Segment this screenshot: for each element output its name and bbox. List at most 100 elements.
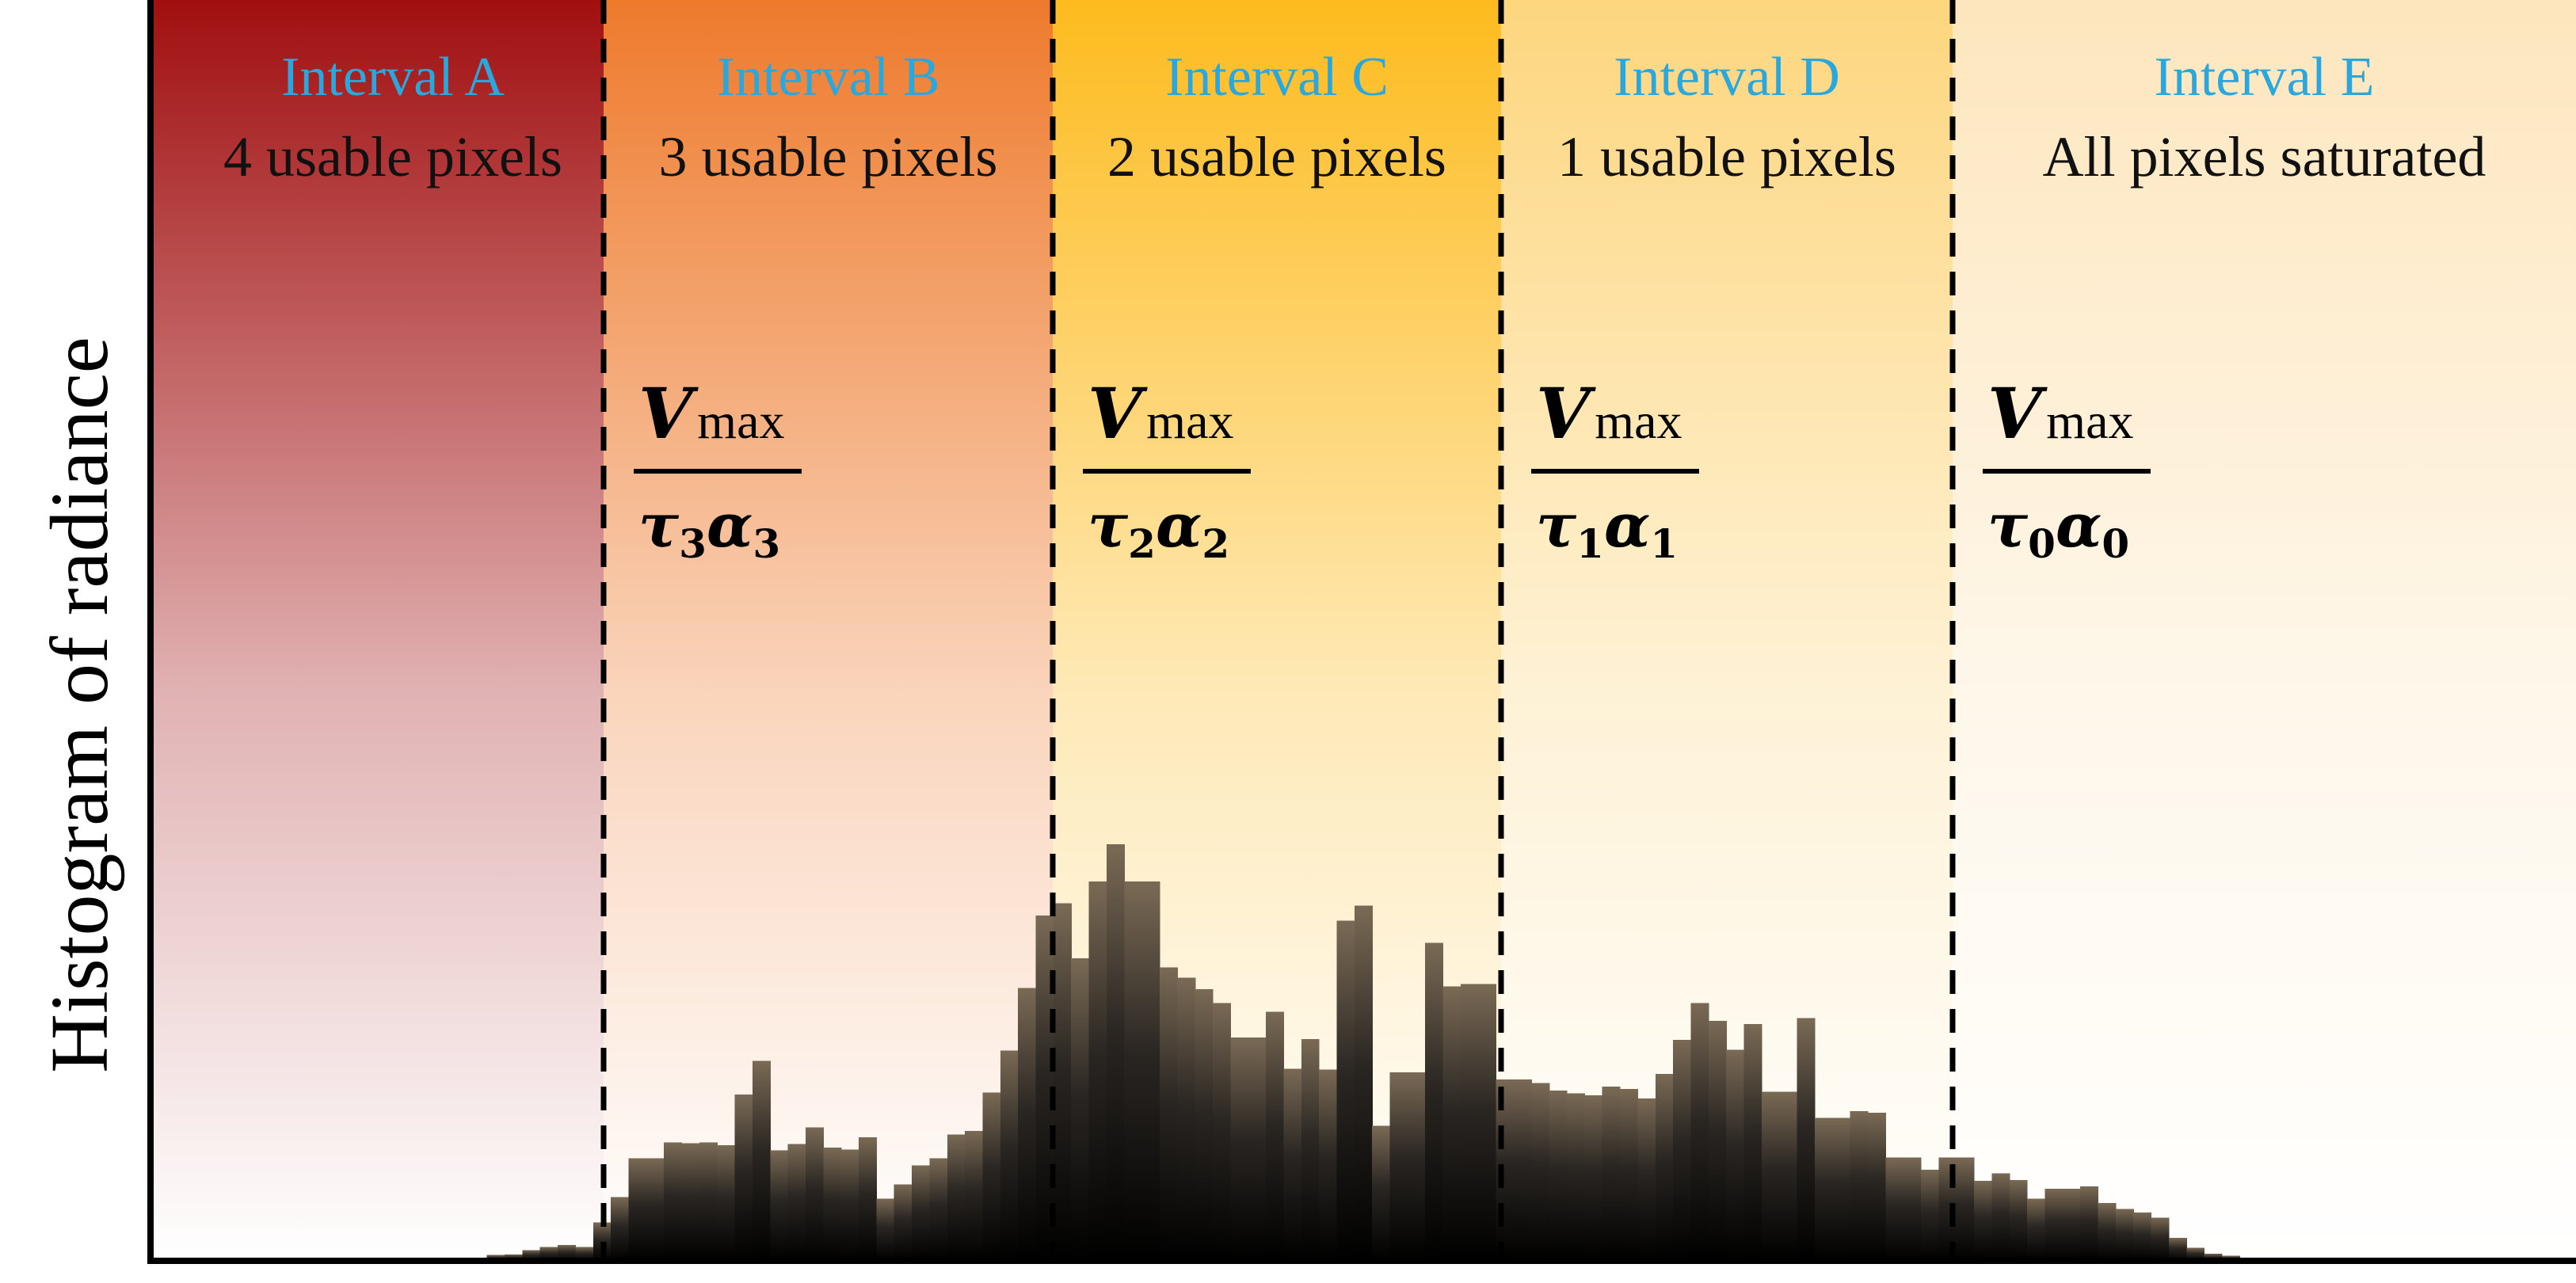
histogram-bar bbox=[1088, 881, 1107, 1261]
interval-bands bbox=[151, 0, 2576, 1261]
histogram-bar bbox=[1726, 1049, 1745, 1261]
interval-title: Interval B bbox=[717, 47, 940, 108]
interval-subtitle: 2 usable pixels bbox=[1107, 125, 1446, 188]
histogram-bar bbox=[859, 1137, 877, 1261]
histogram-bar bbox=[1372, 1125, 1391, 1261]
fraction-numerator: Vmax bbox=[1536, 372, 1682, 455]
histogram-bar bbox=[1655, 1073, 1674, 1261]
histogram-bar bbox=[1903, 1157, 1922, 1261]
threshold-fraction: Vmax τ2α2 bbox=[1083, 372, 1251, 567]
histogram-bar bbox=[982, 1092, 1001, 1261]
histogram-bar bbox=[787, 1144, 806, 1261]
fraction-denominator: τ0α0 bbox=[1987, 490, 2129, 567]
histogram-bar bbox=[1478, 984, 1497, 1261]
histogram-bar bbox=[1301, 1039, 1320, 1261]
histogram-bar bbox=[2098, 1203, 2117, 1261]
interval-labels: Interval A 4 usable pixels Interval B 3 usa… bbox=[223, 47, 2486, 188]
histogram-bar bbox=[1956, 1157, 1975, 1261]
histogram-bar bbox=[947, 1134, 966, 1261]
fraction-numerator: Vmax bbox=[1987, 372, 2133, 455]
histogram-bar bbox=[1602, 1087, 1621, 1261]
histogram-bar bbox=[1531, 1083, 1550, 1261]
histogram-bar bbox=[1708, 1021, 1727, 1261]
histogram-bar bbox=[1248, 1037, 1267, 1261]
histogram-bar bbox=[1513, 1079, 1532, 1261]
histogram-bar bbox=[1460, 984, 1479, 1261]
fraction-denominator: τ1α1 bbox=[1536, 490, 1678, 567]
interval-subtitle: 4 usable pixels bbox=[223, 125, 562, 188]
histogram-bar bbox=[1159, 967, 1178, 1261]
histogram-bars bbox=[398, 843, 2576, 1261]
threshold-fraction: Vmax τ3α3 bbox=[634, 372, 802, 567]
histogram-bar bbox=[2204, 1253, 2223, 1261]
histogram-bar bbox=[912, 1165, 930, 1261]
histogram-bar bbox=[1266, 1011, 1284, 1261]
histogram-bar bbox=[770, 1150, 789, 1261]
histogram-bar bbox=[1620, 1088, 1638, 1261]
histogram-bar bbox=[876, 1198, 895, 1261]
axes bbox=[147, 0, 2576, 1264]
histogram-bar bbox=[2062, 1188, 2081, 1261]
histogram-bar bbox=[1195, 989, 1214, 1261]
histogram-bar bbox=[1141, 881, 1160, 1261]
histogram-bar bbox=[1389, 1072, 1408, 1261]
histogram-bar bbox=[2115, 1209, 2134, 1261]
histogram-bar bbox=[1921, 1170, 1939, 1261]
histogram-bar bbox=[1867, 1113, 1886, 1261]
histogram-bar bbox=[2009, 1179, 2028, 1261]
interval-band-b bbox=[604, 0, 1053, 1261]
interval-title: Interval E bbox=[2155, 47, 2375, 108]
histogram-bar bbox=[1743, 1023, 1762, 1261]
threshold-fractions: Vmax τ3α3 Vmax τ2α2 Vmax τ1α1 Vmax τ0α0 bbox=[634, 372, 2151, 567]
histogram-bar bbox=[1106, 843, 1125, 1261]
interval-band-e bbox=[1953, 0, 2576, 1261]
histogram-bar bbox=[1885, 1157, 1904, 1261]
histogram-bar bbox=[1690, 1003, 1709, 1261]
histogram-bar bbox=[1584, 1095, 1603, 1261]
histogram-bar bbox=[1442, 986, 1461, 1261]
histogram-bar bbox=[1814, 1117, 1833, 1261]
histogram-bar bbox=[823, 1147, 842, 1261]
fraction-denominator: τ2α2 bbox=[1088, 490, 1229, 567]
histogram-bar bbox=[1035, 916, 1054, 1261]
histogram-bar bbox=[1053, 903, 1072, 1261]
histogram-bar bbox=[1850, 1111, 1869, 1261]
histogram-bar bbox=[1637, 1098, 1656, 1261]
fraction-numerator: Vmax bbox=[638, 372, 784, 455]
histogram-bar bbox=[1124, 881, 1143, 1261]
histogram-bar bbox=[1425, 942, 1444, 1261]
histogram-bar bbox=[2186, 1247, 2205, 1261]
histogram-bar bbox=[1213, 1003, 1231, 1261]
histogram-bar bbox=[717, 1145, 736, 1261]
histogram-bar bbox=[1673, 1039, 1692, 1261]
histogram-bar bbox=[752, 1060, 771, 1261]
histogram-bar bbox=[894, 1184, 913, 1261]
histogram-bar bbox=[1991, 1173, 2010, 1261]
histogram-bar bbox=[593, 1222, 612, 1261]
histogram-bar bbox=[1000, 1050, 1019, 1261]
histogram-bar bbox=[1336, 920, 1355, 1261]
histogram-bar bbox=[1797, 1018, 1816, 1261]
histogram-bar bbox=[1354, 905, 1373, 1261]
histogram-bar bbox=[628, 1158, 647, 1261]
histogram-bar bbox=[2168, 1237, 2187, 1261]
interval-dividers bbox=[600, 0, 1956, 1261]
histogram-bar bbox=[1230, 1037, 1249, 1261]
histogram-bar bbox=[1018, 988, 1037, 1261]
histogram-bar bbox=[611, 1197, 630, 1261]
histogram-bar bbox=[664, 1142, 683, 1261]
threshold-fraction: Vmax τ1α1 bbox=[1531, 372, 1699, 567]
histogram-bar bbox=[558, 1244, 576, 1261]
histogram-bar bbox=[965, 1130, 984, 1261]
histogram-bar bbox=[1974, 1180, 1992, 1261]
histogram-bar bbox=[1319, 1069, 1338, 1261]
histogram-bar bbox=[1071, 957, 1090, 1261]
histogram-bar bbox=[2044, 1188, 2063, 1261]
histogram-bar bbox=[1832, 1117, 1851, 1261]
histogram-bar bbox=[734, 1095, 753, 1261]
histogram-bar bbox=[2151, 1217, 2170, 1261]
interval-band-a bbox=[151, 0, 604, 1261]
interval-subtitle: 3 usable pixels bbox=[659, 125, 998, 188]
histogram-bar bbox=[929, 1158, 948, 1261]
